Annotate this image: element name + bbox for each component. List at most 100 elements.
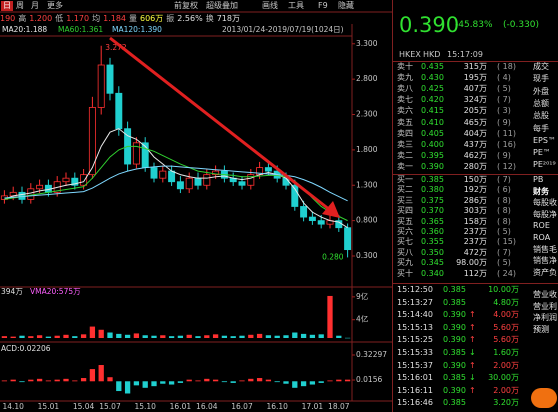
bar <box>292 381 298 388</box>
candle-body <box>291 184 299 207</box>
x-tick-label: 15.10 <box>134 402 156 411</box>
quote-bar: 190 高 1.200 低 1.170 均 1.184 量 606万振 2.56% 换 718万 <box>0 14 240 24</box>
book-count: ( 7) <box>497 175 511 184</box>
stat-label: 预测 <box>533 324 549 334</box>
stat-label: EPS™ <box>533 135 556 145</box>
book-count: ( 5) <box>497 84 511 94</box>
bar <box>19 335 25 338</box>
trade-time: 15:14:40 <box>397 310 433 320</box>
stat-label: 销售净 <box>533 256 557 266</box>
trade-volume: 1.60万 <box>493 348 519 357</box>
bar <box>98 329 104 338</box>
trade-time: 15:15:13 <box>397 322 433 332</box>
stat-label: 总额 <box>533 98 549 108</box>
book-count: ( 11) <box>497 128 516 138</box>
x-tick-label: 15.01 <box>38 402 60 411</box>
vma-label: VMA20:575万 <box>30 287 81 296</box>
book-label: 买八 <box>397 247 413 257</box>
separator <box>393 61 558 62</box>
price: 0.390 <box>399 13 460 37</box>
tab[interactable]: 周 <box>16 1 24 10</box>
bar <box>221 381 228 383</box>
bar <box>107 377 113 382</box>
bar <box>151 335 157 338</box>
stat-label: PE²⁰¹⁹ <box>533 160 556 170</box>
bar <box>230 381 236 383</box>
book-label: 买五 <box>397 216 413 226</box>
time: 15:17:09 <box>447 50 483 59</box>
book-price: 0.370 <box>421 206 444 216</box>
book-count: ( 5) <box>497 227 511 236</box>
stat-label: PB <box>533 175 544 184</box>
bar <box>72 336 78 338</box>
trade-price: 0.385 <box>443 398 466 408</box>
book-volume: 192万 <box>463 185 487 195</box>
ma-line <box>4 165 348 202</box>
bar <box>63 378 69 382</box>
y-tick-label: 1.800 <box>356 145 378 154</box>
tool[interactable]: 画线 <box>262 1 278 10</box>
book-volume: 237万 <box>463 227 487 236</box>
bar <box>318 334 324 338</box>
bar <box>133 333 140 338</box>
book-volume: 112万 <box>463 268 487 278</box>
stat-label: 每手 <box>533 123 549 133</box>
bar <box>124 381 131 394</box>
trade-volume: 30.00万 <box>488 373 519 383</box>
min-label: 0.280 <box>322 252 344 261</box>
bar <box>10 336 16 338</box>
bar <box>204 378 210 382</box>
quote-item: 606万 <box>140 14 164 23</box>
bar <box>116 333 122 338</box>
tool[interactable]: 工具 <box>288 1 304 10</box>
bar <box>107 332 113 338</box>
quote-item: 2.56% <box>177 14 203 23</box>
book-volume: 324万 <box>463 95 487 105</box>
bar <box>28 379 34 382</box>
tool[interactable]: F9 <box>318 1 328 10</box>
trend-arrow <box>109 36 331 212</box>
bar <box>168 381 175 385</box>
quote-item: 均 <box>92 14 101 23</box>
bar <box>1 380 8 382</box>
candle-body <box>282 177 290 186</box>
y-tick-label: 0.300 <box>356 251 378 260</box>
x-tick-label: 16.04 <box>196 402 218 411</box>
stat-label: 销售毛 <box>533 244 557 254</box>
book-label: 买一 <box>397 175 413 184</box>
bar <box>309 334 316 338</box>
legend-entry: MA120:1.390 <box>112 25 162 34</box>
book-label: 买二 <box>397 185 413 195</box>
book-label: 卖五 <box>397 117 413 127</box>
bar <box>274 335 280 338</box>
book-volume: 237万 <box>463 237 487 247</box>
tab[interactable]: 更多 <box>47 1 63 10</box>
x-tick-label: 15.04 <box>73 402 95 411</box>
bar <box>63 334 69 338</box>
book-price: 0.420 <box>421 95 444 105</box>
bar <box>309 381 316 385</box>
book-volume: 472万 <box>463 247 487 257</box>
book-label: 卖七 <box>397 95 413 105</box>
trade-time: 15:12:50 <box>397 285 433 294</box>
stat-label: ROE <box>533 221 550 231</box>
book-price: 0.435 <box>421 62 444 71</box>
trade-arrow: ↑ <box>469 310 476 320</box>
tool[interactable]: 隐藏 <box>338 1 354 10</box>
book-price: 0.345 <box>421 258 444 268</box>
ma-line <box>4 128 348 229</box>
trade-volume: 4.80万 <box>493 297 519 307</box>
tool[interactable]: 超级叠加 <box>206 1 238 10</box>
volume-label: 394万 <box>1 287 23 296</box>
tab[interactable]: 月 <box>31 1 39 10</box>
stat-label: 净利润 <box>533 313 557 322</box>
currency: HKD <box>423 50 441 59</box>
candle-body <box>27 188 35 200</box>
trade-time: 15:15:25 <box>397 335 433 345</box>
candle-body <box>62 177 70 183</box>
tab[interactable]: 日 <box>1 1 13 11</box>
trade-price: 0.385 <box>443 285 466 294</box>
candle-body <box>159 170 167 179</box>
trade-price: 0.390 <box>443 310 466 320</box>
tool[interactable]: 前复权 <box>174 1 198 10</box>
